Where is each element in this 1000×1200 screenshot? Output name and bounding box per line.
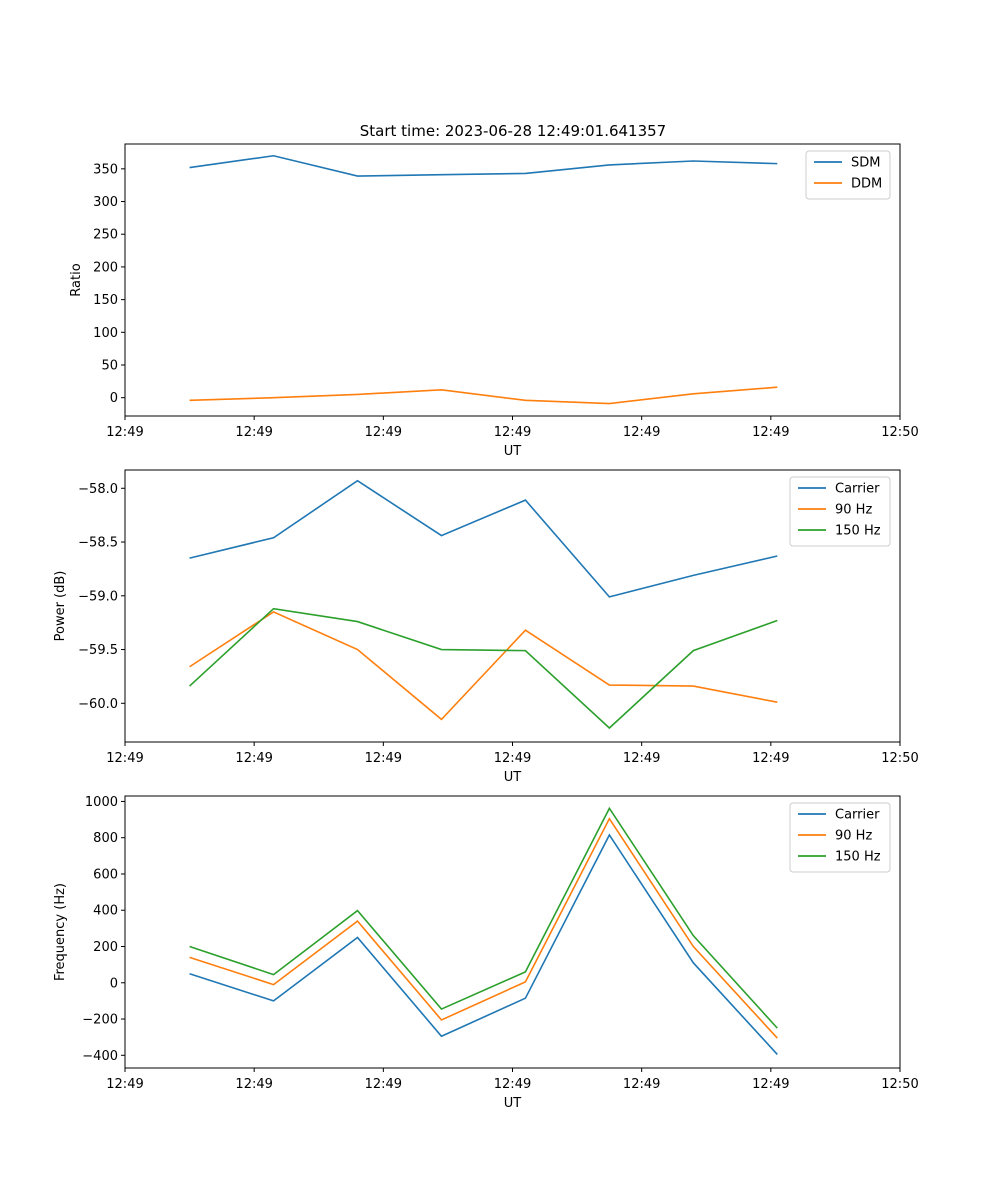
power-x-tick-label: 12:50 bbox=[881, 751, 918, 766]
frequency-series-150-hz-line bbox=[189, 806, 778, 1029]
frequency-x-tick-label: 12:49 bbox=[365, 1077, 402, 1092]
power-x-tick-label: 12:49 bbox=[623, 751, 660, 766]
power-legend-label-150-hz: 150 Hz bbox=[835, 524, 881, 539]
ratio-series-ddm-line bbox=[189, 386, 778, 405]
frequency-legend-label-150-hz: 150 Hz bbox=[835, 850, 881, 865]
ratio-y-tick-label: 50 bbox=[101, 359, 118, 374]
frequency-x-tick-label: 12:49 bbox=[752, 1077, 789, 1092]
power-legend bbox=[789, 476, 891, 547]
ratio-x-tick-label: 12:49 bbox=[623, 425, 660, 440]
power-x-tick-label: 12:49 bbox=[752, 751, 789, 766]
ratio-x-tick-label: 12:49 bbox=[365, 425, 402, 440]
frequency-series-90-hz-line bbox=[189, 817, 778, 1039]
frequency-x-tick-label: 12:50 bbox=[881, 1077, 918, 1092]
ratio-y-tick-label: 150 bbox=[93, 293, 118, 308]
ratio-series-sdm-line bbox=[189, 154, 778, 177]
frequency-legend-label-carrier: Carrier bbox=[835, 808, 880, 823]
power-plot: 12:49 12:49 12:49 12:49 12:49 12:49 12:50 −60.0… bbox=[53, 469, 919, 785]
ratio-y-tick-label: 200 bbox=[93, 260, 118, 275]
ratio-x-tick-label: 12:49 bbox=[235, 425, 272, 440]
frequency-y-axis-label: Frequency (Hz) bbox=[53, 883, 68, 981]
power-y-axis-label: Power (dB) bbox=[53, 571, 68, 642]
frequency-x-tick-label: 12:49 bbox=[623, 1077, 660, 1092]
frequency-y-tick-label: 200 bbox=[93, 940, 118, 955]
ratio-legend-label-ddm: DDM bbox=[851, 177, 882, 192]
frequency-y-tick-label: −400 bbox=[82, 1049, 118, 1064]
frequency-plot: 12:49 12:49 12:49 12:49 12:49 12:49 12:50 −400 −… bbox=[53, 795, 919, 1111]
frequency-y-tick-label: 400 bbox=[93, 904, 118, 919]
power-y-tick-label: −58.0 bbox=[78, 482, 118, 497]
ratio-legend bbox=[805, 150, 891, 200]
ratio-plot: 12:49 12:49 12:49 12:49 12:49 12:49 12:50 0 50 10… bbox=[69, 143, 919, 459]
power-x-tick-label: 12:49 bbox=[106, 751, 143, 766]
power-x-tick-label: 12:49 bbox=[494, 751, 531, 766]
frequency-x-tick-label: 12:49 bbox=[494, 1077, 531, 1092]
ratio-y-tick-label: 250 bbox=[93, 228, 118, 243]
frequency-y-tick-label: 800 bbox=[93, 831, 118, 846]
figure-title: Start time: 2023-06-28 12:49:01.641357 bbox=[360, 122, 666, 140]
power-x-tick-label: 12:49 bbox=[365, 751, 402, 766]
ratio-y-tick-label: 100 bbox=[93, 326, 118, 341]
ratio-x-axis-label: UT bbox=[504, 444, 522, 459]
ratio-x-tick-label: 12:50 bbox=[881, 425, 918, 440]
power-series-90-hz-line bbox=[189, 611, 778, 721]
ratio-legend-label-sdm: SDM bbox=[851, 156, 880, 171]
power-y-tick-label: −59.5 bbox=[78, 643, 118, 658]
power-y-tick-label: −58.5 bbox=[78, 536, 118, 551]
ratio-x-tick-label: 12:49 bbox=[494, 425, 531, 440]
power-series-150-hz-line bbox=[189, 607, 778, 730]
frequency-x-axis-label: UT bbox=[504, 1096, 522, 1111]
ratio-y-axis-label: Ratio bbox=[69, 263, 84, 296]
power-x-axis-label: UT bbox=[504, 770, 522, 785]
power-legend-label-carrier: Carrier bbox=[835, 482, 880, 497]
frequency-legend bbox=[789, 802, 891, 873]
frequency-series-carrier-line bbox=[189, 833, 778, 1055]
ratio-y-tick-label: 300 bbox=[93, 195, 118, 210]
ratio-x-tick-label: 12:49 bbox=[752, 425, 789, 440]
ratio-y-tick-label: 0 bbox=[110, 391, 118, 406]
frequency-x-tick-label: 12:49 bbox=[106, 1077, 143, 1092]
frequency-legend-label-90-hz: 90 Hz bbox=[835, 829, 872, 844]
frequency-y-tick-label: 1000 bbox=[85, 795, 118, 810]
ratio-x-tick-label: 12:49 bbox=[106, 425, 143, 440]
frequency-y-tick-label: 600 bbox=[93, 867, 118, 882]
frequency-y-tick-label: −200 bbox=[82, 1013, 118, 1028]
frequency-x-tick-label: 12:49 bbox=[235, 1077, 272, 1092]
frequency-y-tick-label: 0 bbox=[110, 976, 118, 991]
power-y-tick-label: −60.0 bbox=[78, 697, 118, 712]
power-x-tick-label: 12:49 bbox=[235, 751, 272, 766]
power-y-tick-label: −59.0 bbox=[78, 589, 118, 604]
power-series-carrier-line bbox=[189, 479, 778, 598]
ratio-y-tick-label: 350 bbox=[93, 162, 118, 177]
power-legend-label-90-hz: 90 Hz bbox=[835, 503, 872, 518]
